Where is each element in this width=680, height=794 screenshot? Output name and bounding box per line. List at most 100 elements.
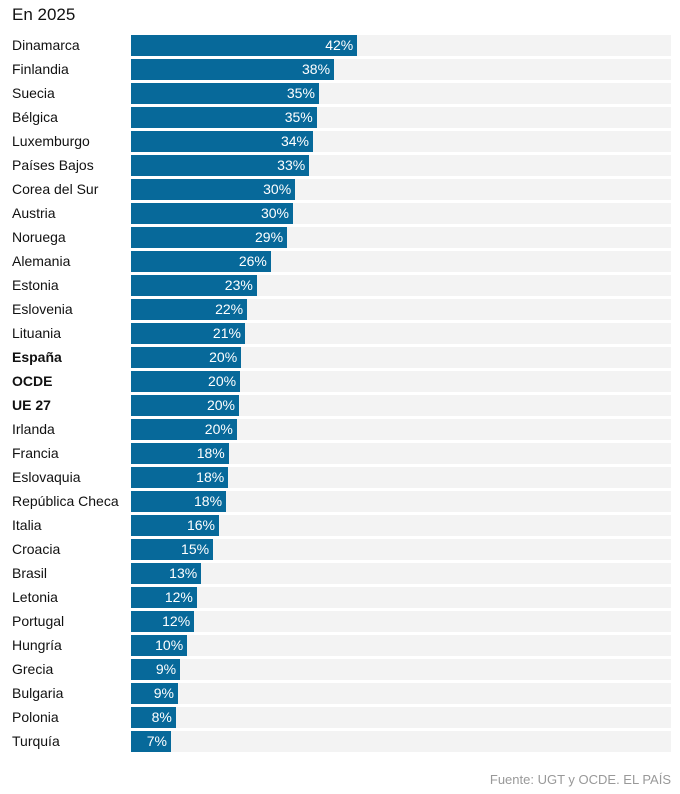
category-label: Países Bajos [12,157,94,173]
category-label: Austria [12,205,56,221]
category-label: Croacia [12,541,61,557]
bar-row: Suecia 35% [0,83,680,104]
bar-track: 35% [131,107,671,128]
category-label: Polonia [12,709,59,725]
value-label: 34% [280,133,309,149]
bar-row: Francia 18% [0,443,680,464]
bar-track: 30% [131,179,671,200]
bar: 12% [131,611,195,632]
value-label: 7% [146,733,167,749]
bar: 10% [131,635,188,656]
value-label: 42% [325,37,354,53]
category-label: UE 27 [12,397,51,413]
bar: 9% [131,659,181,680]
value-label: 15% [181,541,210,557]
bar-row: Países Bajos 33% [0,155,680,176]
category-label: Portugal [12,613,65,629]
bar-track: 30% [131,203,671,224]
bar: 34% [131,131,313,152]
bar-track: 21% [131,323,671,344]
value-label: 35% [286,85,315,101]
bar-track: 29% [131,227,671,248]
bar-row: Luxemburgo 34% [0,131,680,152]
value-label: 18% [194,493,223,509]
category-label: OCDE [12,373,53,389]
category-label: Estonia [12,277,59,293]
bar-track: 12% [131,611,671,632]
bar-track: 20% [131,347,671,368]
bar-track: 20% [131,419,671,440]
bar-track: 20% [131,371,671,392]
bar-track: 15% [131,539,671,560]
bar: 35% [131,107,317,128]
category-label: Italia [12,517,42,533]
category-label: Lituania [12,325,62,341]
bar-track: 18% [131,443,671,464]
value-label: 21% [212,325,241,341]
bar: 23% [131,275,257,296]
category-label: Grecia [12,661,54,677]
category-label: Suecia [12,85,55,101]
bar-row: Bélgica 35% [0,107,680,128]
category-label: Noruega [12,229,66,245]
bar-row: Hungría 10% [0,635,680,656]
bar: 16% [131,515,220,536]
category-label: Letonia [12,589,58,605]
bar-track: 9% [131,683,671,704]
bar-track: 12% [131,587,671,608]
bar-track: 13% [131,563,671,584]
bar-track: 8% [131,707,671,728]
value-label: 20% [204,421,233,437]
bar: 38% [131,59,335,80]
category-label: Eslovenia [12,301,73,317]
bar-row: Corea del Sur 30% [0,179,680,200]
value-label: 23% [224,277,253,293]
bar-row: Brasil 13% [0,563,680,584]
bar-row: Letonia 12% [0,587,680,608]
bar-row: Estonia 23% [0,275,680,296]
bar: 20% [131,419,237,440]
category-label: Dinamarca [12,37,80,53]
bar-row: Eslovaquia 18% [0,467,680,488]
bar: 13% [131,563,202,584]
bar-row: Grecia 9% [0,659,680,680]
bar: 9% [131,683,178,704]
category-label: Luxemburgo [12,133,90,149]
source-note: Fuente: UGT y OCDE. EL PAÍS [489,772,671,787]
category-label: Bélgica [12,109,58,125]
bar: 20% [131,371,241,392]
value-label: 38% [302,61,331,77]
value-label: 12% [162,613,191,629]
bar: 30% [131,203,293,224]
bar-track: 9% [131,659,671,680]
value-label: 9% [153,685,174,701]
bar: 35% [131,83,319,104]
value-label: 10% [155,637,184,653]
bar-row: Alemania 26% [0,251,680,272]
bar-row: Portugal 12% [0,611,680,632]
bar: 18% [131,467,229,488]
bar-track: 35% [131,83,671,104]
bar: 26% [131,251,271,272]
bar: 22% [131,299,248,320]
bar-row: Italia 16% [0,515,680,536]
bar-track: 16% [131,515,671,536]
bar: 18% [131,443,229,464]
bar: 30% [131,179,296,200]
bar-track: 22% [131,299,671,320]
bar-track: 18% [131,491,671,512]
value-label: 30% [260,205,289,221]
bar-track: 7% [131,731,671,752]
bar: 20% [131,395,239,416]
value-label: 13% [169,565,198,581]
bar-track: 10% [131,635,671,656]
bar: 20% [131,347,242,368]
value-label: 8% [151,709,172,725]
chart-title: En 2025 [12,5,76,24]
category-label: Turquía [12,733,60,749]
value-label: 33% [277,157,306,173]
bar-row: España 20% [0,347,680,368]
bar: 18% [131,491,227,512]
value-label: 30% [263,181,292,197]
value-label: 20% [209,349,238,365]
